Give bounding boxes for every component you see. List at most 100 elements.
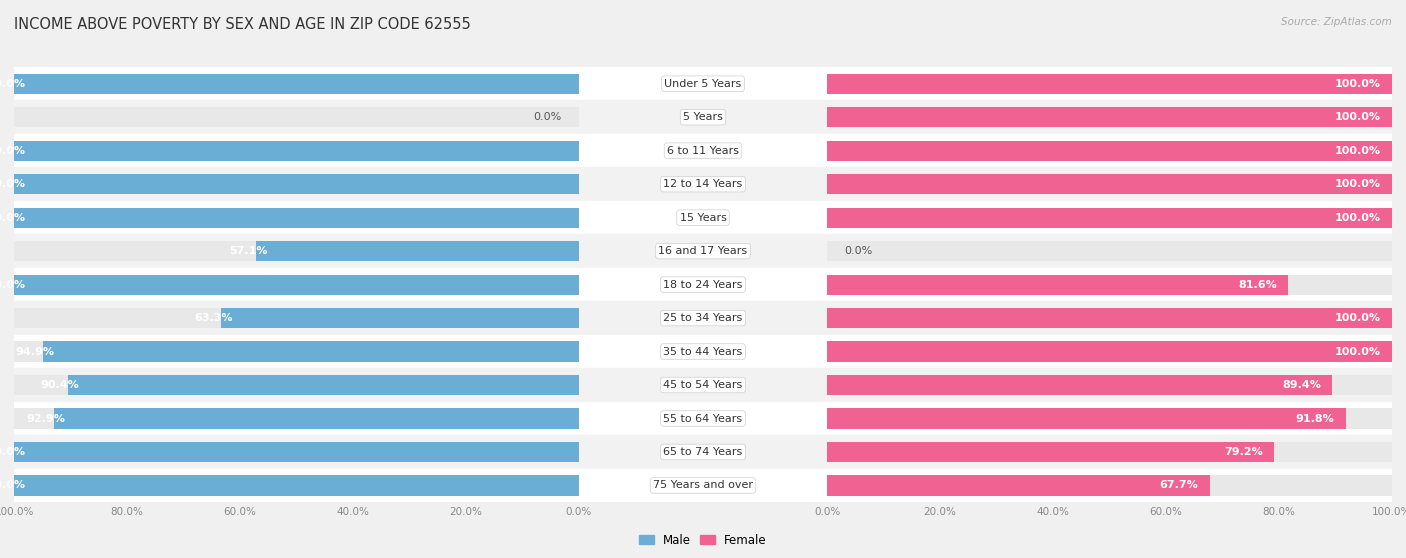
Bar <box>827 308 1392 328</box>
Text: 16 and 17 Years: 16 and 17 Years <box>658 246 748 256</box>
Bar <box>14 275 579 295</box>
Bar <box>827 74 1392 94</box>
Bar <box>14 375 579 395</box>
Bar <box>827 335 1392 368</box>
Text: 100.0%: 100.0% <box>0 179 25 189</box>
Legend: Male, Female: Male, Female <box>640 533 766 546</box>
Bar <box>579 368 827 402</box>
Bar <box>827 174 1392 194</box>
Bar <box>14 174 579 194</box>
Bar <box>827 67 1392 100</box>
Bar <box>579 100 827 134</box>
Bar <box>827 475 1209 496</box>
Text: INCOME ABOVE POVERTY BY SEX AND AGE IN ZIP CODE 62555: INCOME ABOVE POVERTY BY SEX AND AGE IN Z… <box>14 17 471 32</box>
Bar <box>14 435 579 469</box>
Bar <box>14 67 579 100</box>
Bar <box>827 408 1346 429</box>
Bar <box>14 167 579 201</box>
Text: 100.0%: 100.0% <box>1334 313 1381 323</box>
Bar <box>14 174 579 194</box>
Text: 45 to 54 Years: 45 to 54 Years <box>664 380 742 390</box>
Bar <box>14 74 579 94</box>
Bar <box>579 301 827 335</box>
Bar <box>14 141 579 161</box>
Bar <box>14 134 579 167</box>
Bar <box>827 141 1392 161</box>
Bar <box>14 74 579 94</box>
Text: 79.2%: 79.2% <box>1225 447 1263 457</box>
Bar <box>579 134 827 167</box>
Bar <box>14 469 579 502</box>
Bar <box>69 375 579 395</box>
Text: 15 Years: 15 Years <box>679 213 727 223</box>
Bar <box>827 469 1392 502</box>
Bar <box>827 100 1392 134</box>
Bar <box>827 435 1392 469</box>
Bar <box>579 201 827 234</box>
Bar <box>256 241 579 261</box>
Text: 100.0%: 100.0% <box>0 280 25 290</box>
Text: 6 to 11 Years: 6 to 11 Years <box>666 146 740 156</box>
Bar <box>579 268 827 301</box>
Bar <box>14 301 579 335</box>
Bar <box>827 107 1392 127</box>
Bar <box>827 201 1392 234</box>
Text: 90.4%: 90.4% <box>41 380 80 390</box>
Text: 100.0%: 100.0% <box>1334 179 1381 189</box>
Bar <box>827 308 1392 328</box>
Text: 100.0%: 100.0% <box>1334 112 1381 122</box>
Bar <box>14 442 579 462</box>
Bar <box>14 141 579 161</box>
Text: 94.9%: 94.9% <box>15 347 55 357</box>
Text: Source: ZipAtlas.com: Source: ZipAtlas.com <box>1281 17 1392 27</box>
Bar <box>827 442 1274 462</box>
Text: 12 to 14 Years: 12 to 14 Years <box>664 179 742 189</box>
Bar <box>827 107 1392 127</box>
Bar <box>14 275 579 295</box>
Bar <box>827 208 1392 228</box>
Bar <box>827 241 1392 261</box>
Bar <box>827 268 1392 301</box>
Bar <box>14 368 579 402</box>
Bar <box>14 308 579 328</box>
Bar <box>827 275 1392 295</box>
Text: 67.7%: 67.7% <box>1160 480 1198 490</box>
Bar <box>827 275 1288 295</box>
Bar <box>14 475 579 496</box>
Text: 5 Years: 5 Years <box>683 112 723 122</box>
Text: 100.0%: 100.0% <box>0 213 25 223</box>
Bar <box>827 141 1392 161</box>
Bar <box>14 335 579 368</box>
Bar <box>827 301 1392 335</box>
Bar <box>827 375 1392 395</box>
Bar <box>14 208 579 228</box>
Bar <box>827 375 1331 395</box>
Bar <box>14 107 579 127</box>
Bar <box>14 408 579 429</box>
Text: 100.0%: 100.0% <box>1334 347 1381 357</box>
Text: 35 to 44 Years: 35 to 44 Years <box>664 347 742 357</box>
Text: 25 to 34 Years: 25 to 34 Years <box>664 313 742 323</box>
Text: 81.6%: 81.6% <box>1239 280 1277 290</box>
Bar <box>579 167 827 201</box>
Bar <box>14 208 579 228</box>
Bar <box>579 402 827 435</box>
Text: 57.1%: 57.1% <box>229 246 267 256</box>
Bar <box>827 167 1392 201</box>
Bar <box>14 201 579 234</box>
Bar <box>827 74 1392 94</box>
Text: 100.0%: 100.0% <box>1334 79 1381 89</box>
Bar <box>14 234 579 268</box>
Bar <box>827 442 1392 462</box>
Text: 55 to 64 Years: 55 to 64 Years <box>664 413 742 424</box>
Text: 100.0%: 100.0% <box>0 480 25 490</box>
Bar <box>579 67 827 100</box>
Text: 91.8%: 91.8% <box>1295 413 1334 424</box>
Bar <box>579 335 827 368</box>
Bar <box>827 368 1392 402</box>
Text: 75 Years and over: 75 Years and over <box>652 480 754 490</box>
Text: Under 5 Years: Under 5 Years <box>665 79 741 89</box>
Bar <box>14 442 579 462</box>
Text: 92.9%: 92.9% <box>27 413 66 424</box>
Text: 100.0%: 100.0% <box>0 447 25 457</box>
